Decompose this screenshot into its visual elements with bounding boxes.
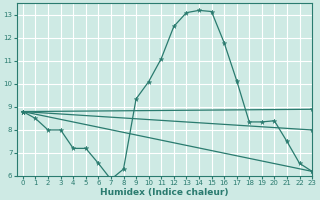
X-axis label: Humidex (Indice chaleur): Humidex (Indice chaleur) (100, 188, 228, 197)
